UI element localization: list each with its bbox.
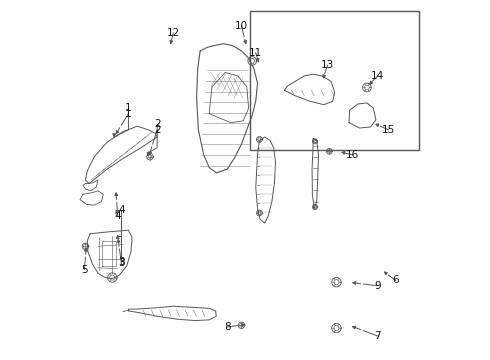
Text: 13: 13	[321, 60, 334, 70]
Text: 10: 10	[235, 21, 248, 31]
Bar	[250, 12, 419, 149]
Text: 3: 3	[118, 258, 124, 268]
Text: 15: 15	[382, 125, 395, 135]
Text: 1: 1	[125, 103, 132, 113]
Text: 12: 12	[167, 28, 180, 38]
Text: 1: 1	[125, 109, 132, 119]
Text: 14: 14	[371, 71, 384, 81]
Text: 2: 2	[154, 125, 160, 135]
Text: 5: 5	[81, 265, 88, 275]
Text: 9: 9	[374, 281, 381, 291]
Text: 4: 4	[118, 206, 124, 216]
Text: 8: 8	[224, 322, 230, 332]
Text: 3: 3	[118, 257, 124, 267]
Text: 7: 7	[374, 331, 381, 341]
Text: 16: 16	[346, 150, 359, 160]
Text: 6: 6	[392, 275, 399, 285]
Text: 2: 2	[154, 120, 160, 129]
Text: 11: 11	[249, 48, 262, 58]
Text: 4: 4	[114, 211, 121, 221]
